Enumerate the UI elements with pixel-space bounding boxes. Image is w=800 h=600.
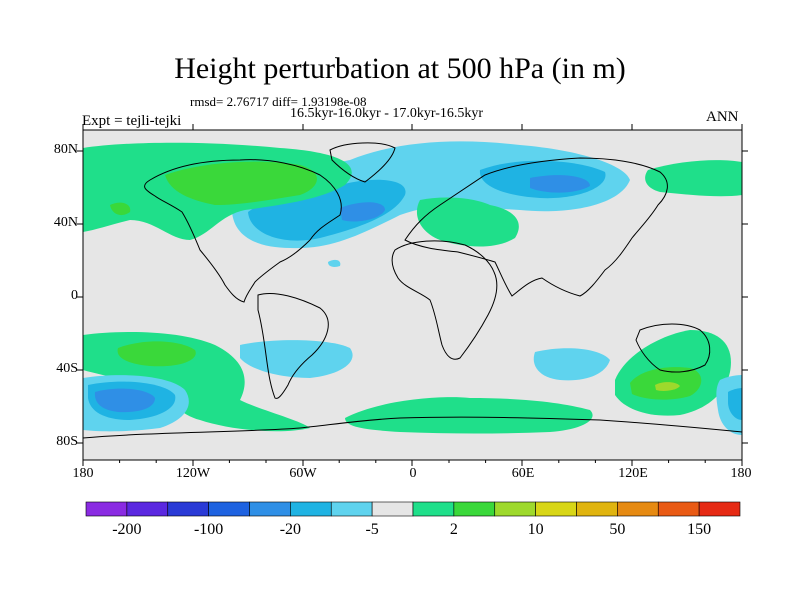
colorbar-swatch (371, 501, 414, 517)
colorbar-swatch (208, 501, 250, 517)
colorbar-swatch (290, 501, 332, 517)
contour-neg-siberia-center (530, 175, 590, 193)
period-text: 16.5kyr-16.0kyr - 17.0kyr-16.5kyr (290, 106, 484, 121)
colorbar-swatch (412, 501, 455, 517)
x-label-180e: 180 (730, 466, 752, 481)
coastlines (83, 142, 742, 439)
y-label-80s: 80S (56, 434, 78, 449)
stats-text: rmsd= 2.76717 diff= 1.93198e-08 (190, 94, 367, 109)
coastline-north-america (144, 159, 342, 303)
colorbar-label: -20 (280, 521, 301, 538)
contour-neg-canada-small (328, 259, 341, 267)
colorbar-swatch (576, 501, 618, 517)
contour-neg-indian-ocean (533, 348, 610, 381)
contour-neg-southeast-pacific-core (94, 388, 155, 413)
contour-pos-southern-ocean (345, 397, 593, 434)
coastline-eurasia (404, 157, 668, 297)
experiment-label: Expt = tejli-tejki (82, 113, 182, 129)
colorbar-swatch (330, 501, 373, 517)
colorbar-label: -200 (112, 521, 141, 538)
x-label-180w: 180 (72, 466, 94, 481)
colorbar-label: 2 (450, 521, 458, 538)
colorbar-swatch (167, 501, 209, 517)
axis-ticks (77, 124, 748, 466)
x-label-60e: 60E (511, 466, 535, 481)
coastline-africa (391, 240, 498, 360)
colorbar-label: -5 (365, 521, 378, 538)
colorbar-swatch (494, 501, 536, 517)
colorbar-label: -100 (194, 521, 223, 538)
contour-pos-alaska (165, 161, 317, 205)
coastline-antarctica (83, 416, 742, 439)
coastline-greenland (329, 142, 396, 183)
contour-neg-southeast-pacific-lobe (728, 388, 742, 420)
colorbar-swatch (453, 501, 496, 517)
y-label-40s: 40S (56, 361, 78, 376)
y-label-40n: 40N (53, 215, 78, 230)
contour-pos-south-pacific-core (117, 341, 196, 367)
contour-pos-mediterranean (416, 197, 519, 247)
colorbar-label: 10 (528, 521, 544, 538)
contour-pos-north-pacific-east (645, 160, 742, 197)
contour-fields (83, 141, 742, 435)
colorbar-swatch (85, 501, 128, 517)
x-label-120w: 120W (175, 466, 211, 481)
y-label-0: 0 (71, 288, 78, 303)
colorbar: -200 -100 -20 -5 2 10 50 150 (85, 501, 741, 538)
x-label-0: 0 (409, 466, 417, 481)
colorbar-label: 50 (609, 521, 625, 538)
x-label-120e: 120E (618, 466, 648, 481)
contour-pos-australia-peak (655, 382, 680, 391)
colorbar-swatch (698, 501, 741, 517)
colorbar-swatch (126, 501, 169, 517)
contour-neg-atlantic-center (340, 202, 385, 222)
colorbar-swatch (249, 501, 291, 517)
colorbar-swatch (535, 501, 577, 517)
colorbar-swatch (657, 501, 700, 517)
coastline-australia (635, 323, 711, 373)
x-label-60w: 60W (289, 466, 317, 481)
map-title: Height perturbation at 500 hPa (in m) (174, 52, 626, 85)
contour-pos-pacific-small (110, 202, 131, 216)
y-label-80n: 80N (53, 142, 78, 157)
colorbar-label: 150 (687, 521, 711, 538)
colorbar-swatch (617, 501, 659, 517)
coastline-south-america (257, 292, 329, 399)
season-label: ANN (706, 109, 739, 125)
